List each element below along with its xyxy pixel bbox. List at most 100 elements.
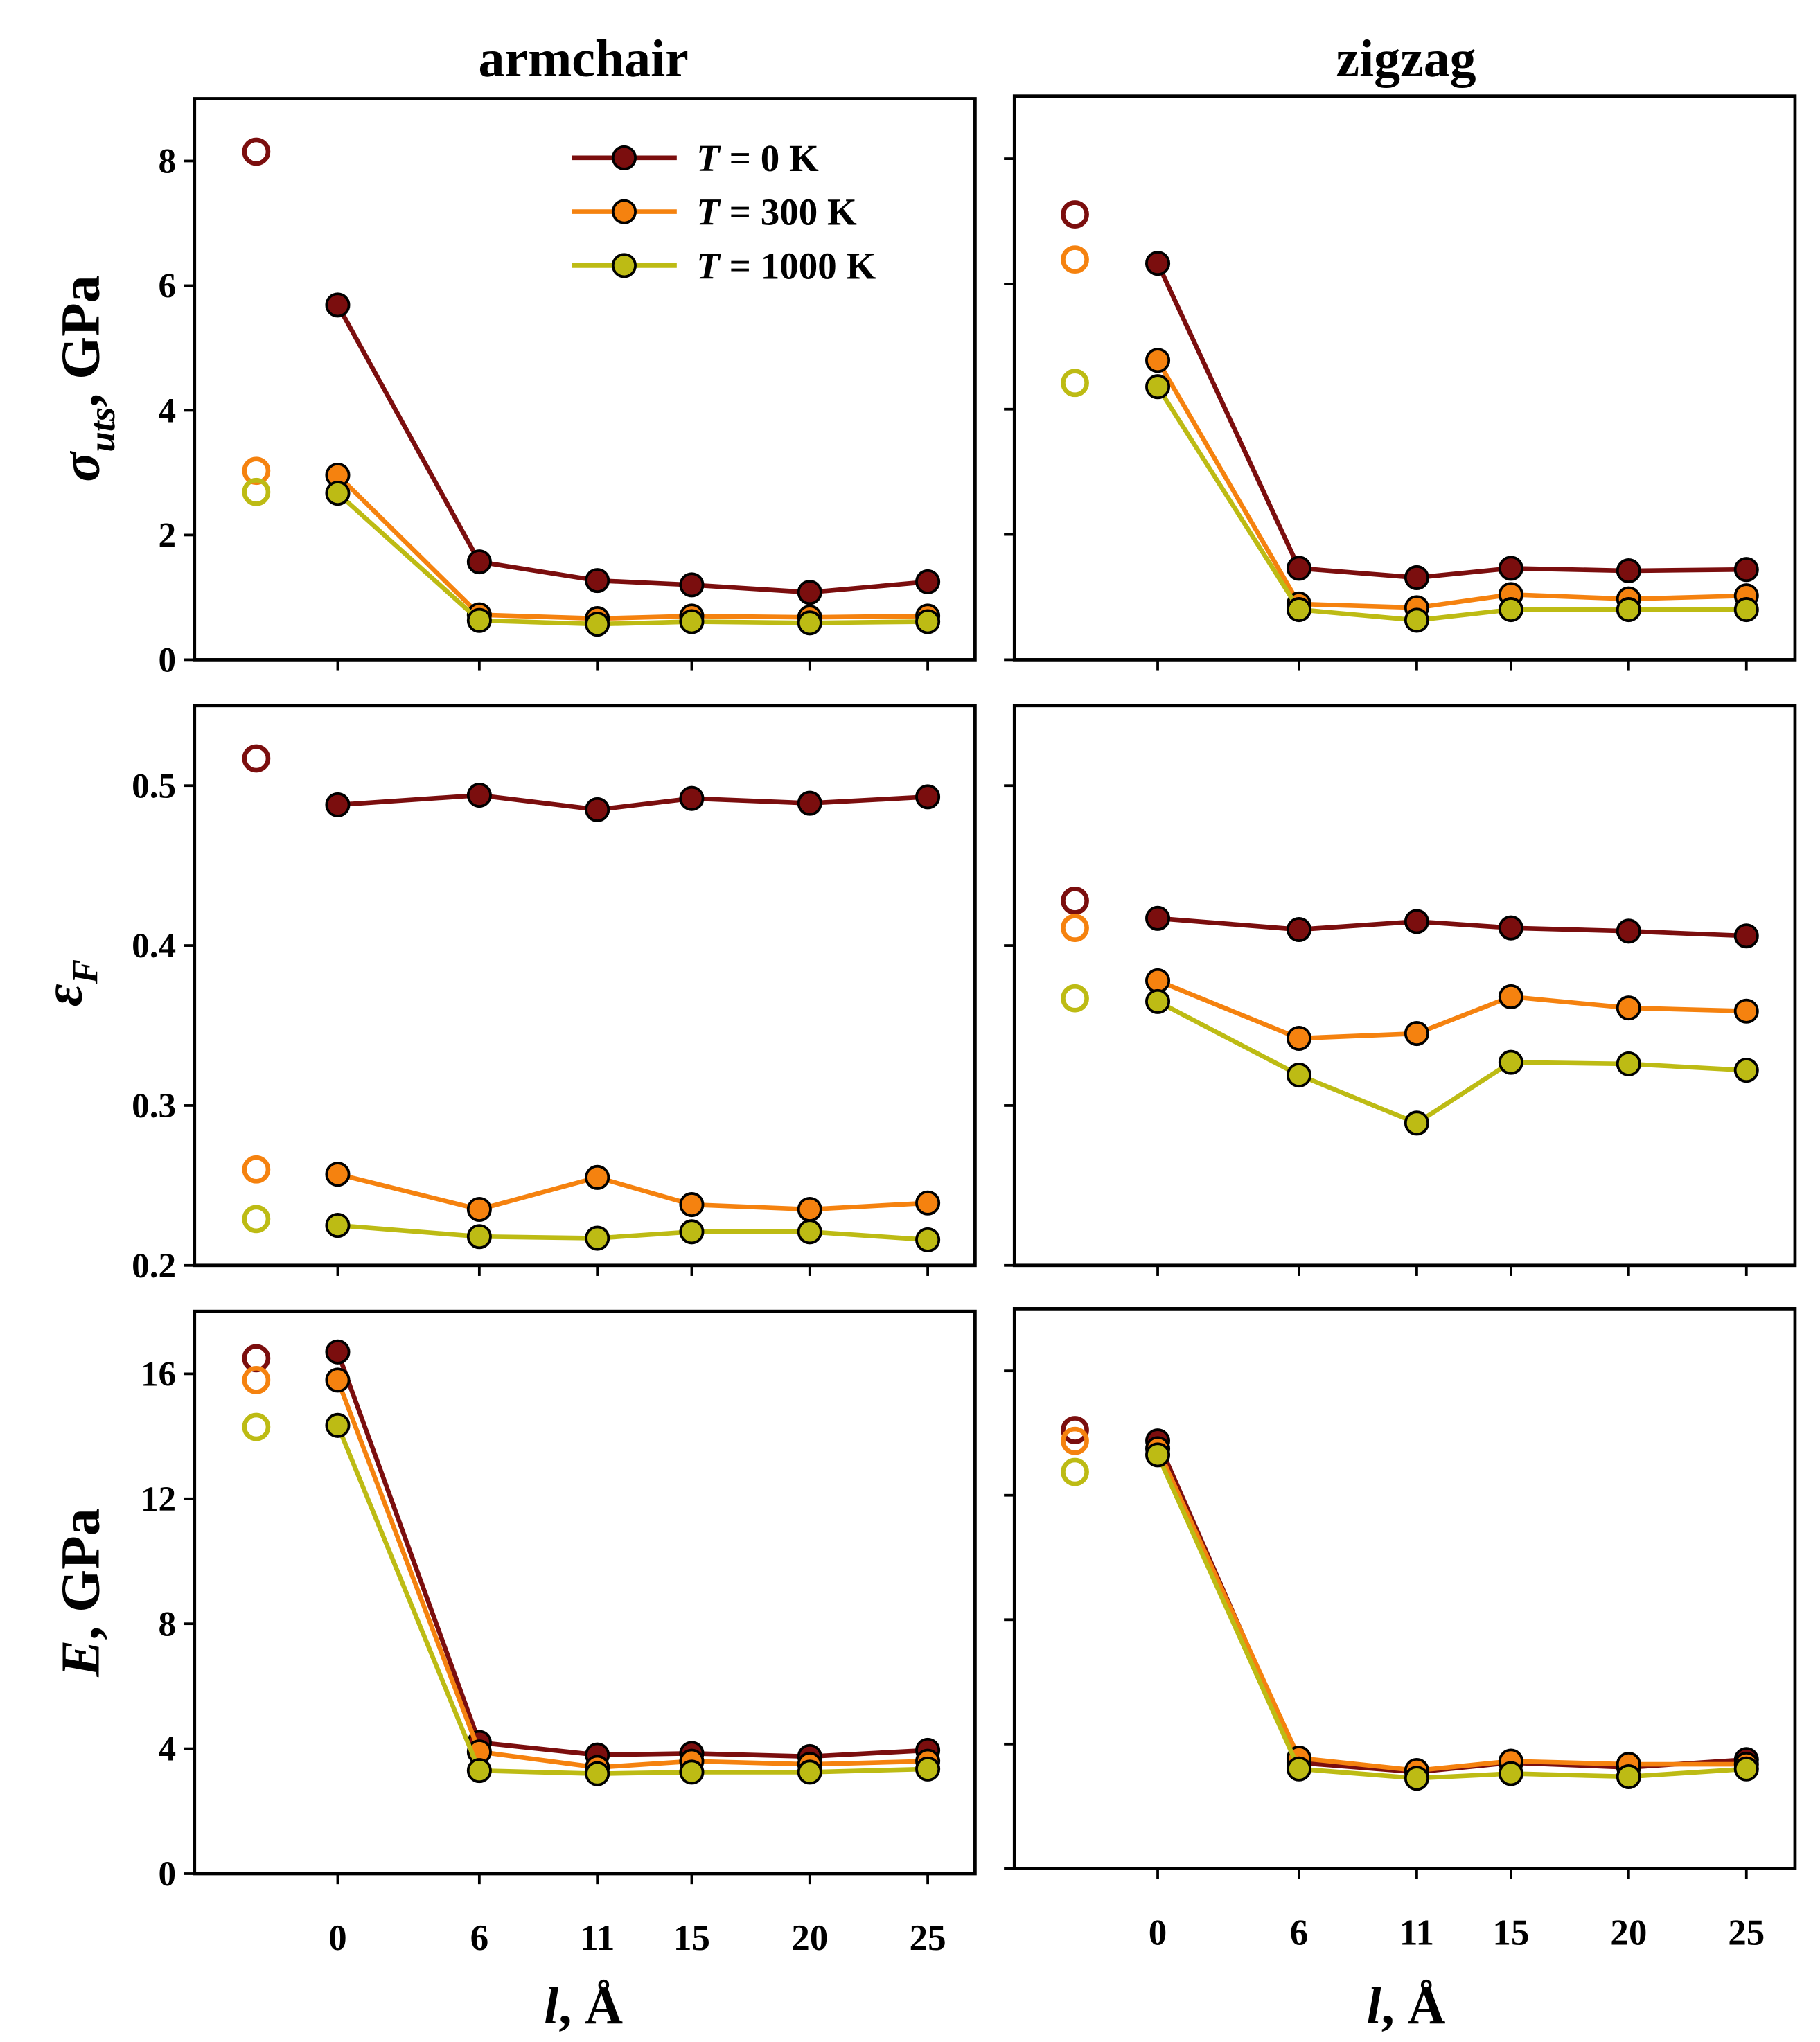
plot-frame [193,704,977,1268]
x-axis-label: l, Å [544,1977,623,2035]
y-axis-label: εF [33,959,106,1006]
legend-marker [611,199,637,224]
data-point [1145,968,1171,993]
data-point [1404,1021,1429,1047]
y-label-subscript: F [65,959,105,984]
reference-open-point [1061,914,1089,943]
data-point [1498,1049,1523,1075]
data-point [679,609,705,634]
reference-open-point [242,456,271,486]
data-point [679,572,705,598]
legend-label: T = 0 K [696,137,819,179]
data-point [1733,1756,1759,1782]
reference-open-point [1061,200,1089,229]
data-point [466,1196,492,1223]
data-point [466,549,492,575]
series-line [337,1171,928,1212]
reference-open-point [242,1366,271,1394]
data-point [1616,597,1641,623]
data-point [1616,995,1641,1021]
data-point [1286,597,1311,623]
series-line [335,1379,928,1770]
data-point [1404,607,1429,633]
data-point [797,1219,822,1245]
reference-open-point [242,1155,271,1184]
data-point [797,1196,822,1223]
reference-open-point [242,477,271,506]
x-tick-label: 15 [673,1918,710,1958]
data-point [797,790,822,816]
panel-armchair-eps: 0.2 0.3 0.4 0.5 [132,704,977,1286]
y-tick-label: 2 [159,515,177,555]
y-tick-label: 16 [141,1354,176,1394]
series-line [1157,916,1747,939]
data-point [1616,1764,1641,1789]
legend-label-value: = 1000 K [720,245,876,287]
y-label-symbol: ε [33,984,94,1006]
data-point [1498,915,1523,941]
plot-frame [1012,94,1797,662]
data-point [325,1339,351,1365]
x-tick-label: 0 [328,1918,347,1958]
data-point [1404,565,1429,590]
data-point [797,610,822,636]
data-point [915,1227,941,1252]
x-tick-label: 20 [1610,1912,1647,1953]
data-point [1733,923,1759,949]
data-point [585,1761,610,1786]
series-line [1156,1454,1747,1781]
y-tick-label: 4 [159,391,177,431]
column-title-armchair: armchair [478,30,688,88]
data-point [797,580,822,605]
y-axis-label: E, GPa [50,1508,111,1677]
panel-armchair-E: 0 4 8 12 16 0 6 11 15 20 25 [141,1309,977,1958]
reference-open-point [242,137,271,166]
y-tick-label: 4 [159,1730,177,1769]
data-point [585,1164,610,1190]
data-point [1498,1761,1523,1786]
data-point [1404,1110,1429,1136]
data-point [679,1759,705,1785]
y-tick-label: 0 [159,1854,177,1894]
data-point [1498,556,1523,581]
series-line [336,473,928,621]
plot-frame [1012,704,1797,1268]
panel-zigzag-sigma [1004,94,1797,671]
x-tick-label: 11 [580,1918,615,1958]
reference-open-point [242,1412,271,1441]
series-line [335,1351,928,1759]
data-point [325,1162,351,1187]
data-point [466,783,492,808]
series-line [337,1223,928,1243]
legend-label: T = 1000 K [696,245,876,287]
x-label-unit: , Å [558,1977,623,2035]
series-line [1156,262,1747,580]
data-point [679,1219,705,1245]
legend-label-var: T [696,191,721,233]
data-point [915,569,941,594]
series-line [335,1424,928,1776]
data-point [1404,909,1429,934]
legend-label-var: T [696,245,721,287]
legend-marker [611,145,637,170]
y-label-symbol: E [50,1640,111,1678]
series-line [1156,1448,1747,1773]
y-tick-label: 0.3 [132,1086,176,1126]
series-line [1156,978,1747,1041]
x-axis-label: l, Å [1367,1977,1446,2035]
x-tick-label: 15 [1492,1912,1529,1953]
reference-open-point [242,1205,271,1234]
y-axis-label: σuts, GPa [50,275,123,481]
data-point [466,1224,492,1250]
reference-open-point [242,744,271,773]
data-point [1733,557,1759,583]
y-tick-label: 0.5 [132,766,176,806]
legend-label-value: = 0 K [720,137,819,179]
x-tick-label: 25 [910,1918,946,1958]
data-point [585,1225,610,1251]
data-point [1733,998,1759,1024]
reference-open-point [1061,1457,1089,1486]
data-point [1498,597,1523,623]
